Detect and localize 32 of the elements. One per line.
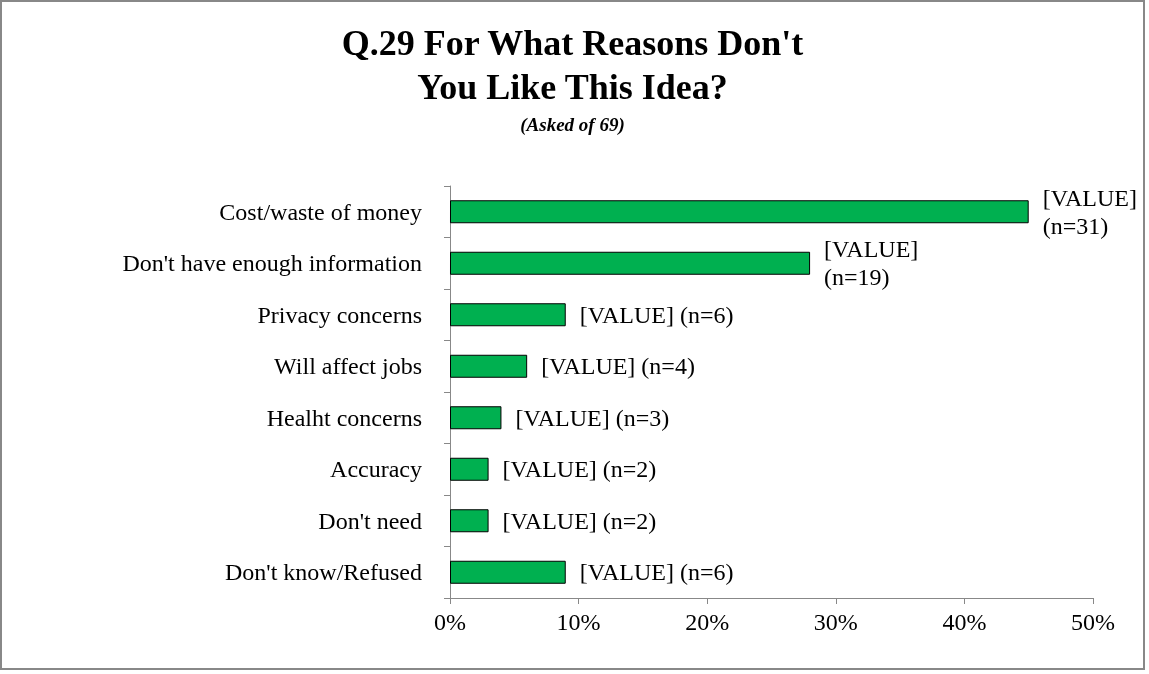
bar (450, 457, 489, 481)
annotation: [VALUE] (n=2) (502, 507, 657, 534)
annotation: [VALUE] (n=6) (579, 559, 734, 586)
y-tick-label: Don't know/Refused (225, 559, 422, 586)
bar (450, 303, 566, 327)
x-tick-label: 40% (942, 609, 987, 635)
bar (450, 354, 528, 378)
y-tick-label: Privacy concerns (257, 301, 422, 328)
annotation: [VALUE] (n=31) (1042, 184, 1137, 239)
bar (450, 509, 489, 533)
x-tick-label: 0% (434, 609, 466, 635)
bar (450, 560, 566, 584)
y-tick-label: Accuracy (330, 456, 422, 483)
y-tick-label: Don't have enough information (122, 250, 422, 277)
bar (450, 406, 502, 430)
x-tick-label: 30% (813, 609, 858, 635)
y-tick-label: Don't need (318, 507, 422, 534)
y-tick-label: Healht concerns (266, 404, 422, 431)
chart-title: Q.29 For What Reasons Don't You Like This Idea? (341, 23, 804, 107)
x-tick-label: 20% (685, 609, 730, 635)
y-tick-label: Cost/waste of money (219, 198, 422, 225)
bar (450, 251, 811, 275)
chart-subtitle: (Asked of 69) (520, 114, 625, 136)
annotation: [VALUE] (n=3) (515, 404, 670, 431)
x-tick-label: 10% (556, 609, 601, 635)
annotation: [VALUE] (n=2) (502, 456, 657, 483)
annotation: [VALUE] (n=19) (824, 236, 919, 291)
annotation: [VALUE] (n=6) (579, 301, 734, 328)
y-tick-label: Will affect jobs (274, 353, 422, 380)
x-tick-label: 50% (1071, 609, 1115, 635)
bar (450, 200, 1029, 224)
annotation: [VALUE] (n=4) (541, 353, 695, 380)
